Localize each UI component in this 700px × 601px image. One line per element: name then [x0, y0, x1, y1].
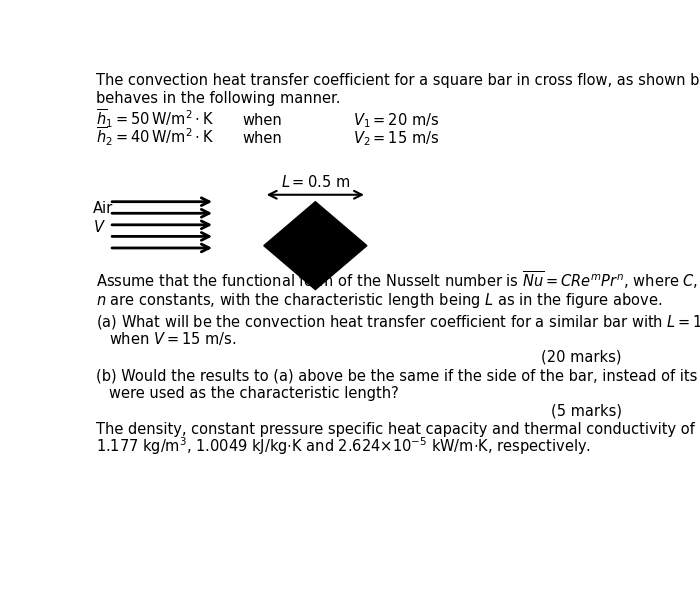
- Text: (20 marks): (20 marks): [541, 349, 622, 364]
- Text: $\overline{h}_1 = 50\,\mathrm{W/m^2 \cdot K}$: $\overline{h}_1 = 50\,\mathrm{W/m^2 \cdo…: [96, 108, 214, 130]
- Text: $\overline{h}_2 = 40\,\mathrm{W/m^2 \cdot K}$: $\overline{h}_2 = 40\,\mathrm{W/m^2 \cdo…: [96, 126, 214, 148]
- Text: $n$ are constants, with the characteristic length being $L$ as in the figure abo: $n$ are constants, with the characterist…: [96, 291, 662, 310]
- Text: $V$: $V$: [93, 219, 106, 235]
- Text: $V_1 = 20$ m/s: $V_1 = 20$ m/s: [354, 111, 440, 130]
- Text: $V_2 = 15$ m/s: $V_2 = 15$ m/s: [354, 129, 440, 148]
- Text: (b) Would the results to (a) above be the same if the side of the bar, instead o: (b) Would the results to (a) above be th…: [96, 369, 700, 384]
- Text: (a) What will be the convection heat transfer coefficient for a similar bar with: (a) What will be the convection heat tra…: [96, 313, 700, 331]
- Text: The density, constant pressure specific heat capacity and thermal conductivity o: The density, constant pressure specific …: [96, 422, 700, 437]
- Text: Air: Air: [93, 201, 113, 216]
- Text: 1.177 kg/m$^3$, 1.0049 kJ/kg$\cdot$K and 2.624$\times$10$^{-5}$ kW/m$\cdot$K, re: 1.177 kg/m$^3$, 1.0049 kJ/kg$\cdot$K and…: [96, 435, 591, 457]
- Text: were used as the characteristic length?: were used as the characteristic length?: [109, 386, 399, 401]
- Text: when: when: [242, 114, 282, 129]
- Text: The convection heat transfer coefficient for a square bar in cross flow, as show: The convection heat transfer coefficient…: [96, 73, 700, 88]
- Text: when: when: [242, 131, 282, 146]
- Text: when $V = 15$ m/s.: when $V = 15$ m/s.: [109, 330, 237, 347]
- Text: $L = 0.5$ m: $L = 0.5$ m: [281, 174, 350, 190]
- Polygon shape: [264, 202, 367, 290]
- Text: behaves in the following manner.: behaves in the following manner.: [96, 91, 340, 106]
- Text: Assume that the functional form of the Nusselt number is $\overline{Nu} = CRe^m : Assume that the functional form of the N…: [96, 270, 700, 291]
- Text: (5 marks): (5 marks): [551, 403, 622, 418]
